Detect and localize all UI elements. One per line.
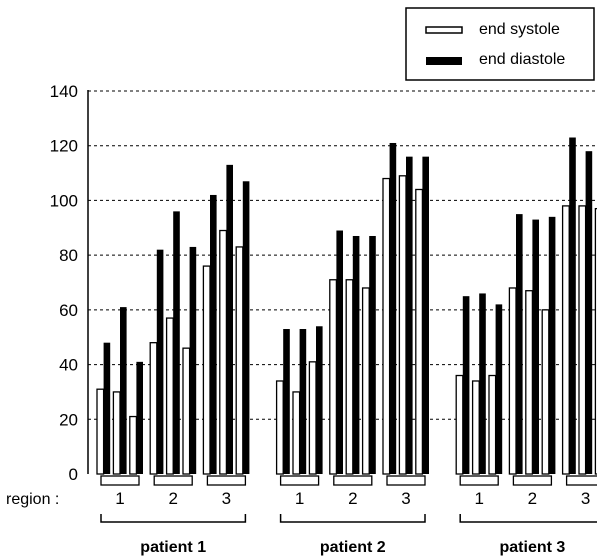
region-label: 1: [115, 489, 124, 508]
bar-end-diastole: [532, 219, 539, 474]
bar-end-systole: [525, 290, 534, 475]
y-tick-label: 20: [59, 410, 78, 429]
y-tick-label: 0: [69, 465, 78, 484]
bar-end-diastole: [462, 296, 470, 474]
legend-label-end-systole: end systole: [479, 21, 560, 38]
bar-end-systole: [235, 246, 244, 475]
y-axis: 0 20 40 60 80 100 120 140: [50, 82, 89, 484]
bar-end-systole: [594, 207, 597, 475]
bar-end-systole: [219, 229, 228, 475]
region-marker: [206, 475, 247, 486]
bar-end-systole: [129, 415, 138, 475]
bar-end-systole: [398, 175, 407, 475]
bar-end-diastole: [389, 142, 397, 474]
region-label: 3: [222, 489, 231, 508]
region-label: 2: [168, 489, 177, 508]
bar-end-systole: [292, 391, 301, 475]
bar-end-systole: [382, 177, 391, 475]
bar-end-systole: [488, 374, 497, 475]
legend-box: [405, 7, 595, 81]
bar-end-systole: [578, 205, 587, 475]
bar-end-diastole: [352, 235, 360, 474]
bar-end-systole: [541, 309, 550, 475]
y-tick-label: 80: [59, 246, 78, 265]
patient-bracket: [279, 514, 426, 523]
y-tick-label: 100: [50, 191, 78, 210]
patient-label: patient 2: [320, 539, 386, 556]
bar-end-diastole: [422, 156, 429, 474]
legend-label-end-diastole: end diastole: [479, 51, 565, 68]
patient-bracket: [459, 514, 597, 523]
bar-end-systole: [96, 388, 105, 475]
bar-end-diastole: [103, 342, 111, 474]
bars: [96, 137, 597, 475]
region-marker: [565, 475, 597, 486]
bar-end-systole: [361, 287, 370, 475]
bar-end-diastole: [369, 235, 376, 474]
region-label: 3: [581, 489, 590, 508]
bar-end-diastole: [136, 361, 143, 474]
bar-end-diastole: [283, 329, 290, 474]
bar-end-diastole: [336, 230, 343, 474]
bar-end-systole: [182, 347, 191, 475]
bar-end-systole: [561, 205, 570, 475]
x-axis-annotations: region : 1 2 3 patient 1 1 2 3 patient 2 1 2 3 pati…: [6, 475, 597, 556]
patient-bracket: [100, 514, 247, 523]
bar-end-diastole: [242, 181, 250, 474]
bar-end-systole: [415, 188, 424, 475]
legend-swatch-end-systole: [425, 26, 463, 34]
region-label: 1: [295, 489, 304, 508]
region-marker: [512, 475, 553, 486]
y-tick-label: 40: [59, 356, 78, 375]
region-label: 1: [474, 489, 483, 508]
legend-swatch-end-diastole: [426, 57, 462, 65]
bar-end-diastole: [156, 249, 164, 474]
region-label: 3: [401, 489, 410, 508]
bar-end-systole: [329, 279, 338, 475]
y-tick-label: 140: [50, 82, 78, 101]
region-label: 2: [528, 489, 537, 508]
bar-end-diastole: [548, 216, 556, 475]
bar-end-diastole: [516, 214, 523, 474]
bar-end-diastole: [316, 326, 323, 474]
bar-end-diastole: [406, 156, 413, 474]
bar-end-systole: [308, 361, 317, 475]
bar-end-systole: [508, 287, 517, 475]
bar-end-diastole: [299, 329, 307, 474]
bar-end-diastole: [120, 307, 127, 474]
region-axis-title: region :: [6, 491, 59, 508]
bar-end-systole: [471, 380, 480, 475]
bar-end-systole: [455, 374, 464, 475]
bar-end-diastole: [479, 293, 486, 474]
y-tick-label: 60: [59, 301, 78, 320]
patient-label: patient 3: [500, 539, 566, 556]
bar-end-diastole: [173, 211, 180, 474]
region-marker: [459, 475, 499, 486]
bar-end-diastole: [585, 151, 593, 474]
bar-end-systole: [345, 279, 354, 475]
legend: end systole end diastole: [405, 7, 595, 81]
region-marker: [153, 475, 193, 486]
y-tick-label: 120: [50, 137, 78, 156]
bar-end-systole: [112, 391, 121, 475]
region-marker: [333, 475, 373, 486]
bar-end-systole: [165, 317, 174, 475]
bar-end-diastole: [569, 137, 576, 474]
bar-end-diastole: [495, 304, 503, 474]
region-marker: [386, 475, 426, 486]
bar-end-diastole: [226, 164, 233, 474]
bar-end-diastole: [210, 194, 217, 474]
region-marker: [100, 475, 140, 486]
bar-end-systole: [202, 265, 211, 475]
region-label: 2: [348, 489, 357, 508]
patient-label: patient 1: [140, 539, 206, 556]
bar-end-systole: [149, 342, 158, 475]
bar-end-diastole: [189, 246, 197, 474]
bar-end-systole: [275, 380, 284, 475]
region-marker: [279, 475, 320, 486]
